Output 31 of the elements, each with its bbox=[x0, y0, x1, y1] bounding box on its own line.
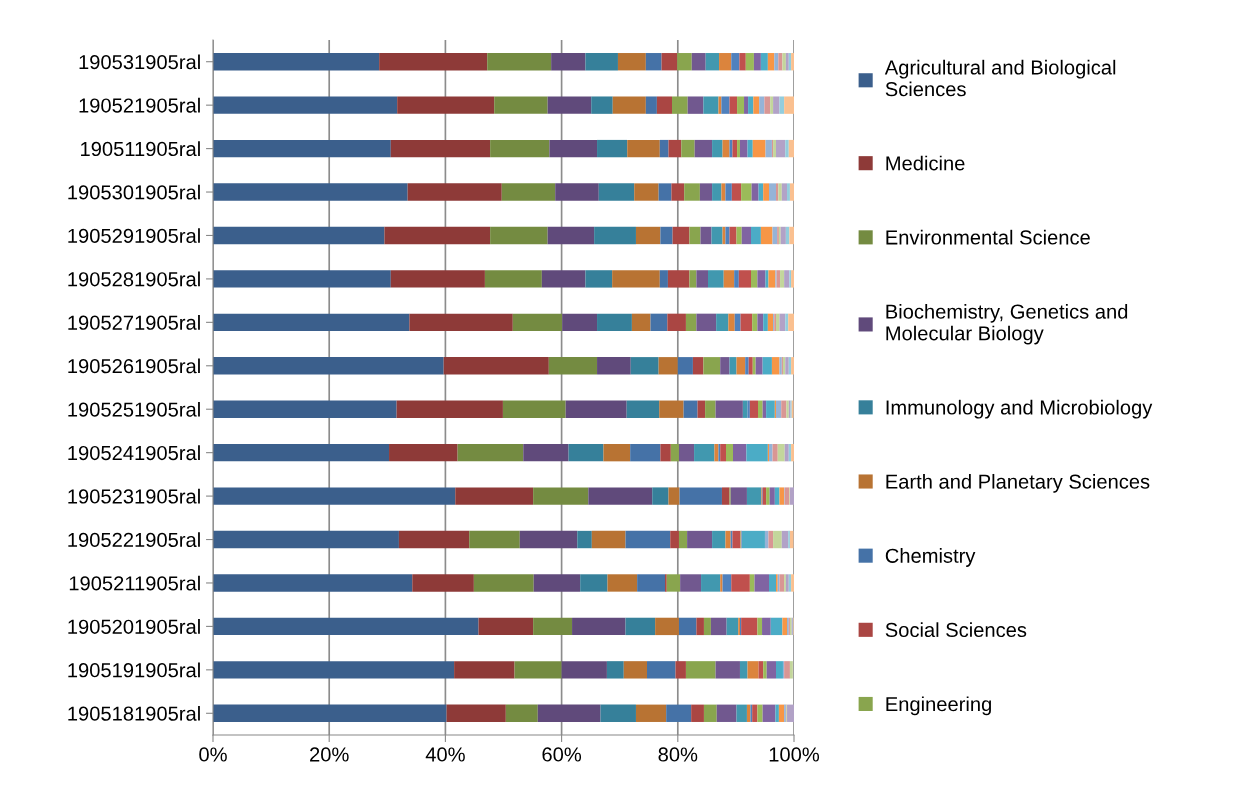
y-tick-label: 1905181905ral bbox=[68, 705, 200, 721]
y-tick-label: 1905231905ral bbox=[68, 488, 200, 504]
x-tick-label: 40% bbox=[425, 747, 465, 762]
y-tick-label: 1905191905ral bbox=[68, 662, 200, 678]
y-tick-label: 1905261905ral bbox=[68, 358, 200, 374]
y-tick-label: 190511905ral bbox=[81, 141, 200, 157]
x-tick-label: 60% bbox=[542, 747, 582, 762]
y-tick-label: 1905281905ral bbox=[68, 271, 200, 287]
legend-label: Chemistry bbox=[885, 548, 976, 567]
legend-label: Immunology and Microbiology bbox=[886, 399, 1153, 419]
y-tick-label: 1905241905ral bbox=[68, 445, 200, 461]
legend-label: Social Sciences bbox=[885, 622, 1027, 638]
legend-label: Engineering bbox=[886, 696, 991, 716]
y-tick-label: 1905211905ral bbox=[69, 575, 200, 591]
x-tick-label: 100% bbox=[769, 747, 820, 762]
y-tick-label: 1905221905ral bbox=[68, 532, 200, 548]
y-tick-label: 1905271905ral bbox=[68, 315, 200, 330]
x-tick-label: 20% bbox=[310, 747, 349, 762]
x-tick-label: 80% bbox=[658, 747, 698, 762]
y-tick-label: 1905291905ral bbox=[68, 228, 200, 243]
y-tick-label: 190521905ral bbox=[79, 97, 200, 113]
y-tick-label: 1905301905ral bbox=[68, 184, 200, 200]
x-tick-label: 0% bbox=[199, 747, 227, 762]
legend-label: Biochemistry, Genetics and Molecular Biology bbox=[886, 303, 1128, 345]
y-tick-label: 190531905ral bbox=[79, 54, 200, 70]
legend-label: Environmental Science bbox=[886, 229, 1090, 245]
legend-label: Agricultural and Biological Sciences bbox=[884, 59, 1116, 97]
y-tick-label: 1905251905ral bbox=[68, 401, 200, 417]
y-tick-label: 1905201905ral bbox=[68, 619, 200, 634]
legend-label: Medicine bbox=[886, 155, 965, 171]
legend-label: Earth and Planetary Sciences bbox=[886, 473, 1150, 493]
